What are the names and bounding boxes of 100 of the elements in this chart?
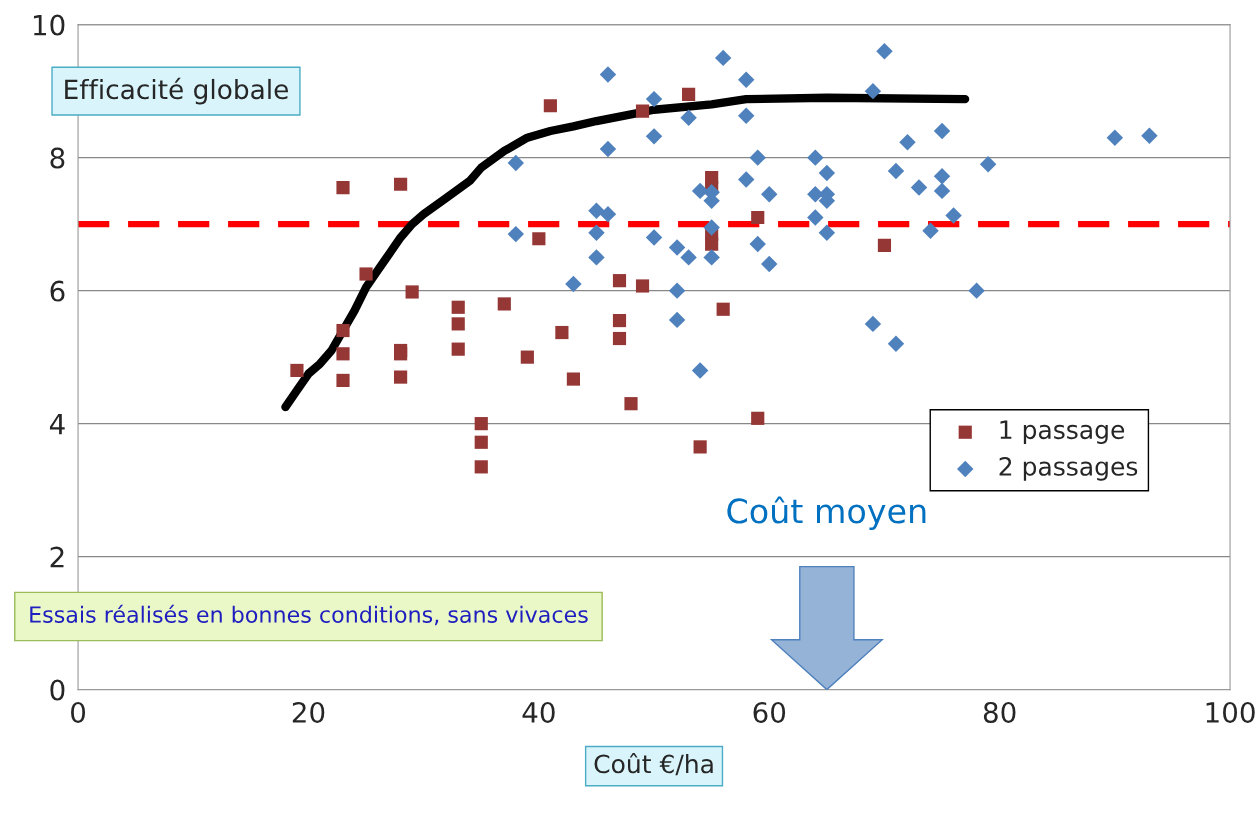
point — [1106, 129, 1124, 146]
point — [1141, 127, 1158, 144]
point — [737, 171, 755, 188]
point — [532, 232, 546, 246]
point — [635, 279, 650, 293]
point — [474, 417, 488, 431]
y-axis-title: Efficacité globale — [65, 77, 288, 105]
point — [635, 104, 650, 118]
point — [933, 168, 951, 185]
point — [405, 285, 419, 299]
point — [751, 210, 765, 225]
point — [761, 255, 778, 273]
point — [507, 225, 525, 243]
point — [474, 435, 488, 449]
point — [922, 222, 939, 239]
point — [887, 162, 905, 180]
point — [933, 122, 951, 140]
x-tick-label: 40 — [522, 701, 555, 723]
point — [645, 128, 663, 145]
point — [588, 249, 605, 266]
y-tick-label: 0 — [50, 679, 65, 701]
point — [336, 373, 350, 387]
point — [451, 342, 465, 356]
x-tick-label: 80 — [983, 701, 1016, 723]
point — [599, 140, 617, 158]
y-tick-label: 10 — [33, 14, 65, 36]
point — [680, 109, 697, 126]
point — [693, 440, 707, 454]
point — [703, 219, 720, 236]
point — [910, 179, 928, 196]
point — [624, 397, 638, 411]
point — [807, 209, 824, 226]
point — [645, 90, 663, 108]
point — [474, 460, 488, 474]
x-tick-label: 100 — [1206, 701, 1255, 723]
point — [705, 237, 719, 251]
point — [864, 82, 882, 100]
point — [565, 275, 582, 293]
point — [979, 156, 997, 173]
point — [394, 370, 408, 384]
point — [290, 363, 304, 378]
point — [877, 238, 892, 252]
point — [543, 99, 557, 113]
point — [714, 49, 732, 67]
legend-label: 2 passages — [999, 456, 1138, 481]
x-axis-title: Coût €/ha — [594, 753, 713, 776]
point — [749, 149, 766, 166]
point — [336, 180, 350, 195]
point — [682, 87, 696, 102]
point — [612, 313, 627, 328]
point — [751, 411, 765, 425]
legend-label: 1 passage — [1000, 420, 1125, 444]
point — [451, 317, 465, 331]
point — [451, 300, 465, 314]
point — [968, 282, 985, 299]
point — [749, 235, 766, 253]
point — [336, 347, 350, 361]
point — [336, 323, 350, 338]
point — [864, 315, 882, 333]
y-tick-label: 8 — [50, 147, 65, 169]
point — [645, 229, 663, 246]
point — [394, 177, 408, 191]
x-tick-label: 20 — [292, 701, 325, 723]
x-tick-label: 60 — [753, 701, 786, 723]
point — [691, 362, 709, 379]
point — [668, 282, 686, 299]
point — [566, 372, 580, 386]
point — [899, 134, 916, 151]
point — [716, 302, 730, 316]
point — [668, 311, 686, 329]
point — [668, 239, 686, 256]
point — [599, 205, 617, 223]
point — [887, 335, 905, 353]
point — [394, 347, 408, 361]
point — [555, 325, 569, 340]
point — [599, 66, 617, 83]
point — [807, 149, 824, 166]
point — [876, 43, 893, 60]
annotation: Essais réalisés en bonnes conditions, sans vivaces — [30, 604, 588, 626]
point — [945, 207, 962, 224]
point — [520, 350, 534, 364]
y-tick-label: 4 — [49, 413, 65, 435]
point — [737, 107, 755, 124]
annotation: Coût moyen — [727, 496, 926, 531]
point — [588, 224, 605, 241]
y-tick-label: 2 — [50, 546, 64, 568]
point — [761, 185, 778, 203]
y-tick-label: 6 — [50, 280, 65, 302]
point — [933, 182, 951, 200]
point — [703, 249, 720, 266]
point — [612, 331, 627, 346]
point — [691, 182, 709, 200]
point — [818, 224, 836, 241]
point — [680, 249, 697, 266]
point — [359, 267, 373, 281]
x-tick-label: 0 — [71, 701, 86, 723]
point — [507, 154, 525, 172]
point — [818, 164, 836, 182]
point — [497, 297, 511, 311]
point — [737, 71, 755, 89]
